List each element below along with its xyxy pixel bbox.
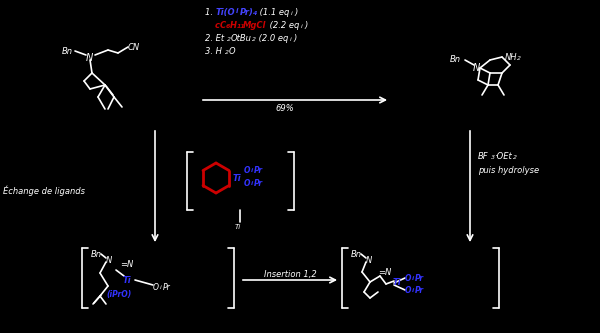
Text: Ti: Ti	[123, 276, 131, 285]
Text: 4: 4	[253, 11, 257, 16]
Text: Ti: Ti	[393, 278, 401, 287]
Text: Bn: Bn	[62, 47, 73, 56]
Text: N: N	[86, 53, 93, 63]
Text: Bn: Bn	[351, 250, 362, 259]
Text: MgCl: MgCl	[243, 21, 266, 30]
Text: (iPrO): (iPrO)	[106, 290, 131, 299]
Text: Bn: Bn	[450, 55, 461, 64]
Text: 2: 2	[513, 155, 517, 160]
Text: 2: 2	[517, 56, 521, 61]
Text: N: N	[366, 256, 372, 265]
Text: i: i	[290, 37, 292, 42]
Text: =N: =N	[378, 268, 391, 277]
Text: Pr: Pr	[415, 274, 424, 283]
Text: 11: 11	[237, 24, 246, 29]
Text: =N: =N	[120, 260, 133, 269]
Text: 69%: 69%	[275, 104, 295, 113]
Text: Ti: Ti	[235, 224, 241, 230]
Text: i: i	[236, 8, 238, 14]
Text: i: i	[160, 285, 162, 290]
Text: ): )	[295, 8, 298, 17]
Text: O: O	[244, 179, 251, 188]
Text: CN: CN	[128, 43, 140, 52]
Text: Pr: Pr	[163, 283, 171, 292]
Text: 2. Et: 2. Et	[205, 34, 224, 43]
Text: C: C	[220, 21, 226, 30]
Text: Ti(O: Ti(O	[216, 8, 236, 17]
Text: NH: NH	[505, 53, 517, 62]
Text: (2.0 eq: (2.0 eq	[256, 34, 289, 43]
Text: i: i	[301, 24, 303, 29]
Text: OtBu: OtBu	[231, 34, 252, 43]
Text: BF: BF	[478, 152, 488, 161]
Text: 3. H: 3. H	[205, 47, 222, 56]
Text: c: c	[215, 21, 220, 30]
Text: O: O	[244, 166, 251, 175]
Text: Pr: Pr	[254, 166, 263, 175]
Text: ·OEt: ·OEt	[494, 152, 512, 161]
Text: O: O	[153, 283, 159, 292]
Text: H: H	[230, 21, 237, 30]
Text: 1.: 1.	[205, 8, 215, 17]
Text: Pr: Pr	[254, 179, 263, 188]
Text: i: i	[412, 276, 414, 281]
Text: ): )	[305, 21, 308, 30]
Text: Pr): Pr)	[240, 8, 254, 17]
Text: 3: 3	[491, 155, 495, 160]
Text: O: O	[229, 47, 236, 56]
Text: i: i	[251, 168, 253, 173]
Text: O: O	[405, 286, 412, 295]
Text: Insertion 1,2: Insertion 1,2	[263, 270, 316, 279]
Text: N: N	[106, 256, 112, 265]
Text: i: i	[251, 181, 253, 186]
Text: 6: 6	[226, 24, 230, 29]
Text: Pr: Pr	[415, 286, 424, 295]
Text: O: O	[405, 274, 412, 283]
Text: 2: 2	[252, 37, 256, 42]
Text: Bn: Bn	[91, 250, 102, 259]
Text: i: i	[412, 288, 414, 293]
Text: Échange de ligands: Échange de ligands	[3, 185, 85, 195]
Text: ): )	[294, 34, 297, 43]
Text: (1.1 eq: (1.1 eq	[257, 8, 289, 17]
Text: 2: 2	[227, 37, 231, 42]
Text: N: N	[473, 63, 480, 73]
Text: 2: 2	[225, 50, 229, 55]
Text: i: i	[291, 11, 293, 16]
Text: (2.2 eq: (2.2 eq	[267, 21, 299, 30]
Text: Ti: Ti	[233, 174, 242, 183]
Text: puis hydrolyse: puis hydrolyse	[478, 166, 539, 175]
